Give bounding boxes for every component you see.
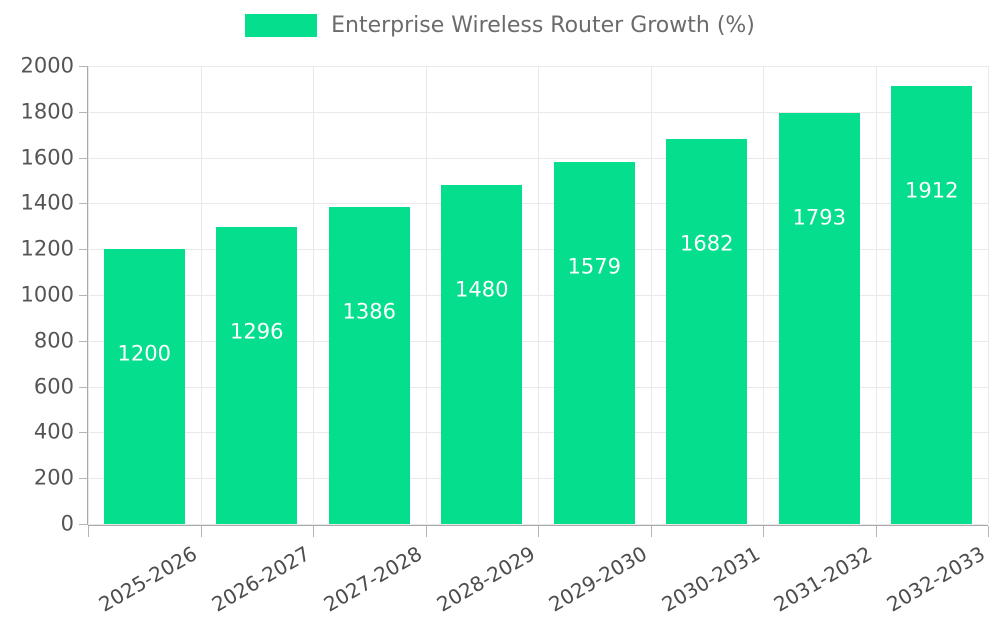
x-axis-tick-mark (425, 526, 427, 537)
legend-color-swatch (245, 14, 318, 37)
bar[interactable] (328, 206, 410, 524)
x-axis-tick-mark (650, 526, 652, 537)
y-axis-tick-label: 600 (33, 374, 74, 399)
bar[interactable] (216, 227, 298, 524)
x-axis-line (88, 524, 988, 526)
bar-value-label: 1480 (455, 277, 509, 302)
gridline-vertical (538, 66, 539, 524)
y-axis-tick-label: 1600 (20, 145, 74, 170)
bar[interactable] (103, 249, 185, 524)
gridline-vertical (200, 66, 202, 524)
y-axis-tick-mark (79, 249, 88, 251)
y-axis-tick-label: 1800 (20, 99, 74, 124)
y-axis-tick-label: 0 (60, 511, 74, 536)
x-axis-tick-label: 2029-2030 (544, 541, 652, 617)
bar[interactable] (441, 185, 523, 524)
x-axis-tick-mark (313, 526, 314, 537)
gridline-vertical (650, 66, 652, 524)
legend-label: Enterprise Wireless Router Growth (%) (331, 12, 755, 38)
bar-value-label: 1912 (905, 178, 959, 203)
bar[interactable] (778, 113, 860, 524)
bar[interactable] (666, 138, 748, 524)
x-axis-tick-label: 2032-2033 (882, 541, 989, 617)
y-axis-tick-mark (79, 66, 88, 67)
y-axis-tick-mark (79, 111, 88, 113)
y-axis-tick-mark (79, 203, 88, 205)
x-axis-tick-mark (88, 526, 89, 537)
x-axis-tick-label: 2031-2032 (769, 541, 877, 617)
bar-value-label: 1682 (680, 231, 734, 256)
bar-value-label: 1386 (342, 299, 396, 324)
y-axis-tick-mark (79, 295, 88, 296)
y-axis-tick-mark (79, 432, 88, 434)
chart-legend: Enterprise Wireless Router Growth (%) (0, 14, 1000, 37)
gridline-horizontal (88, 524, 988, 525)
bar-value-label: 1579 (567, 254, 621, 279)
bar-value-label: 1296 (230, 319, 284, 344)
x-axis-tick-mark (875, 526, 877, 537)
x-axis-tick-label: 2030-2031 (657, 541, 764, 617)
y-axis-tick-label: 1200 (20, 236, 74, 261)
y-axis-tick-label: 800 (33, 328, 74, 353)
bar-value-label: 1200 (117, 341, 171, 366)
y-axis-tick-label: 200 (33, 465, 74, 490)
gridline-vertical (313, 66, 314, 524)
y-axis-tick-label: 1400 (20, 190, 74, 215)
plot-area: 1200 1296 1386 1480 1579 1682 1793 1912 (88, 66, 989, 525)
x-axis-tick-label: 2026-2027 (207, 541, 314, 617)
gridline-vertical (425, 66, 427, 524)
x-axis-tick-mark (200, 526, 202, 537)
bar[interactable] (891, 86, 973, 524)
gridline-vertical (875, 66, 877, 524)
bar[interactable] (553, 162, 635, 524)
bar-value-label: 1793 (792, 205, 846, 230)
y-axis-tick-mark (79, 478, 88, 480)
x-axis-tick-mark (763, 526, 764, 537)
y-axis-tick-label: 1000 (20, 282, 74, 307)
x-axis-tick-label: 2028-2029 (432, 541, 539, 617)
gridline-vertical (763, 66, 764, 524)
y-axis-tick-label: 2000 (20, 53, 74, 78)
y-axis-tick-mark (79, 157, 88, 159)
x-axis-tick-mark (988, 526, 989, 537)
x-axis-tick-mark (538, 526, 539, 537)
gridline-vertical (88, 66, 89, 524)
x-axis-tick-label: 2027-2028 (319, 541, 427, 617)
y-axis-tick-mark (79, 524, 88, 525)
y-axis-tick-mark (79, 386, 88, 388)
x-axis-tick-label: 2025-2026 (94, 541, 202, 617)
gridline-vertical (988, 66, 989, 524)
y-axis-tick-mark (79, 340, 88, 342)
y-axis-tick-labels: 0 200 400 600 800 1000 1200 1400 1600 1800 2000 (0, 0, 74, 600)
y-axis-tick-label: 400 (33, 419, 74, 444)
